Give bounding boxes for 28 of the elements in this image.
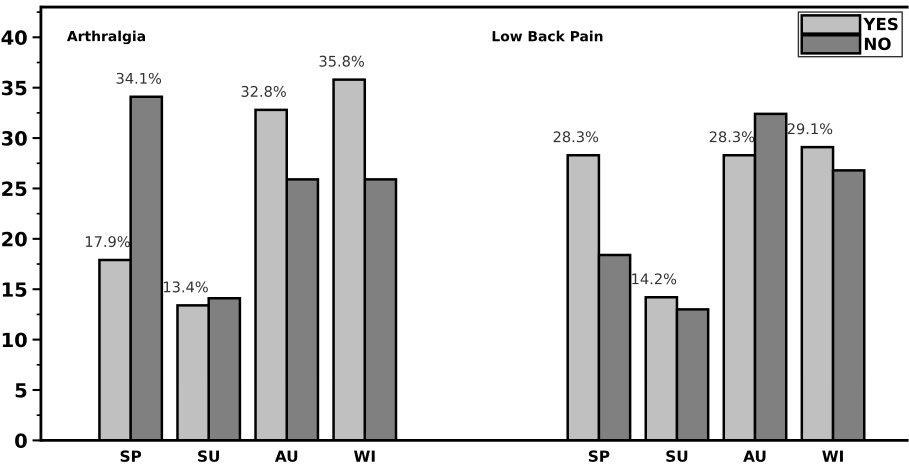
data-label: 32.8%: [242, 86, 286, 97]
y-tick-label: 30: [2, 131, 27, 146]
y-tick-label: 20: [2, 232, 27, 247]
data-label: 14.2%: [632, 273, 676, 284]
y-tick-label: 35: [2, 80, 26, 96]
legend-label: NO: [864, 38, 891, 50]
data-label: 28.3%: [554, 131, 598, 142]
data-label: 35.8%: [320, 56, 364, 67]
data-label: 29.1%: [788, 123, 832, 134]
y-tick-label: 10: [2, 332, 27, 348]
x-tick-label: SU: [198, 450, 219, 462]
data-label: 34.1%: [116, 72, 162, 84]
legend-label: YES: [863, 18, 898, 30]
y-tick-label: 25: [2, 181, 26, 196]
x-tick-label: AU: [274, 450, 298, 462]
y-tick-label: 0: [15, 433, 27, 448]
x-tick-label: WI: [822, 450, 843, 462]
x-tick-label: SU: [666, 450, 688, 462]
x-tick-label: AU: [743, 450, 766, 462]
x-tick-label: SP: [120, 450, 142, 462]
annotation: Arthralgia: [66, 30, 145, 44]
x-tick-label: SP: [588, 450, 610, 462]
y-tick-label: 15: [2, 282, 26, 297]
annotation: Low Back Pain: [492, 30, 602, 42]
x-tick-label: WI: [354, 450, 375, 462]
y-tick-label: 40: [2, 30, 27, 45]
y-tick-label: 5: [16, 383, 26, 398]
data-label: 13.4%: [164, 281, 208, 292]
